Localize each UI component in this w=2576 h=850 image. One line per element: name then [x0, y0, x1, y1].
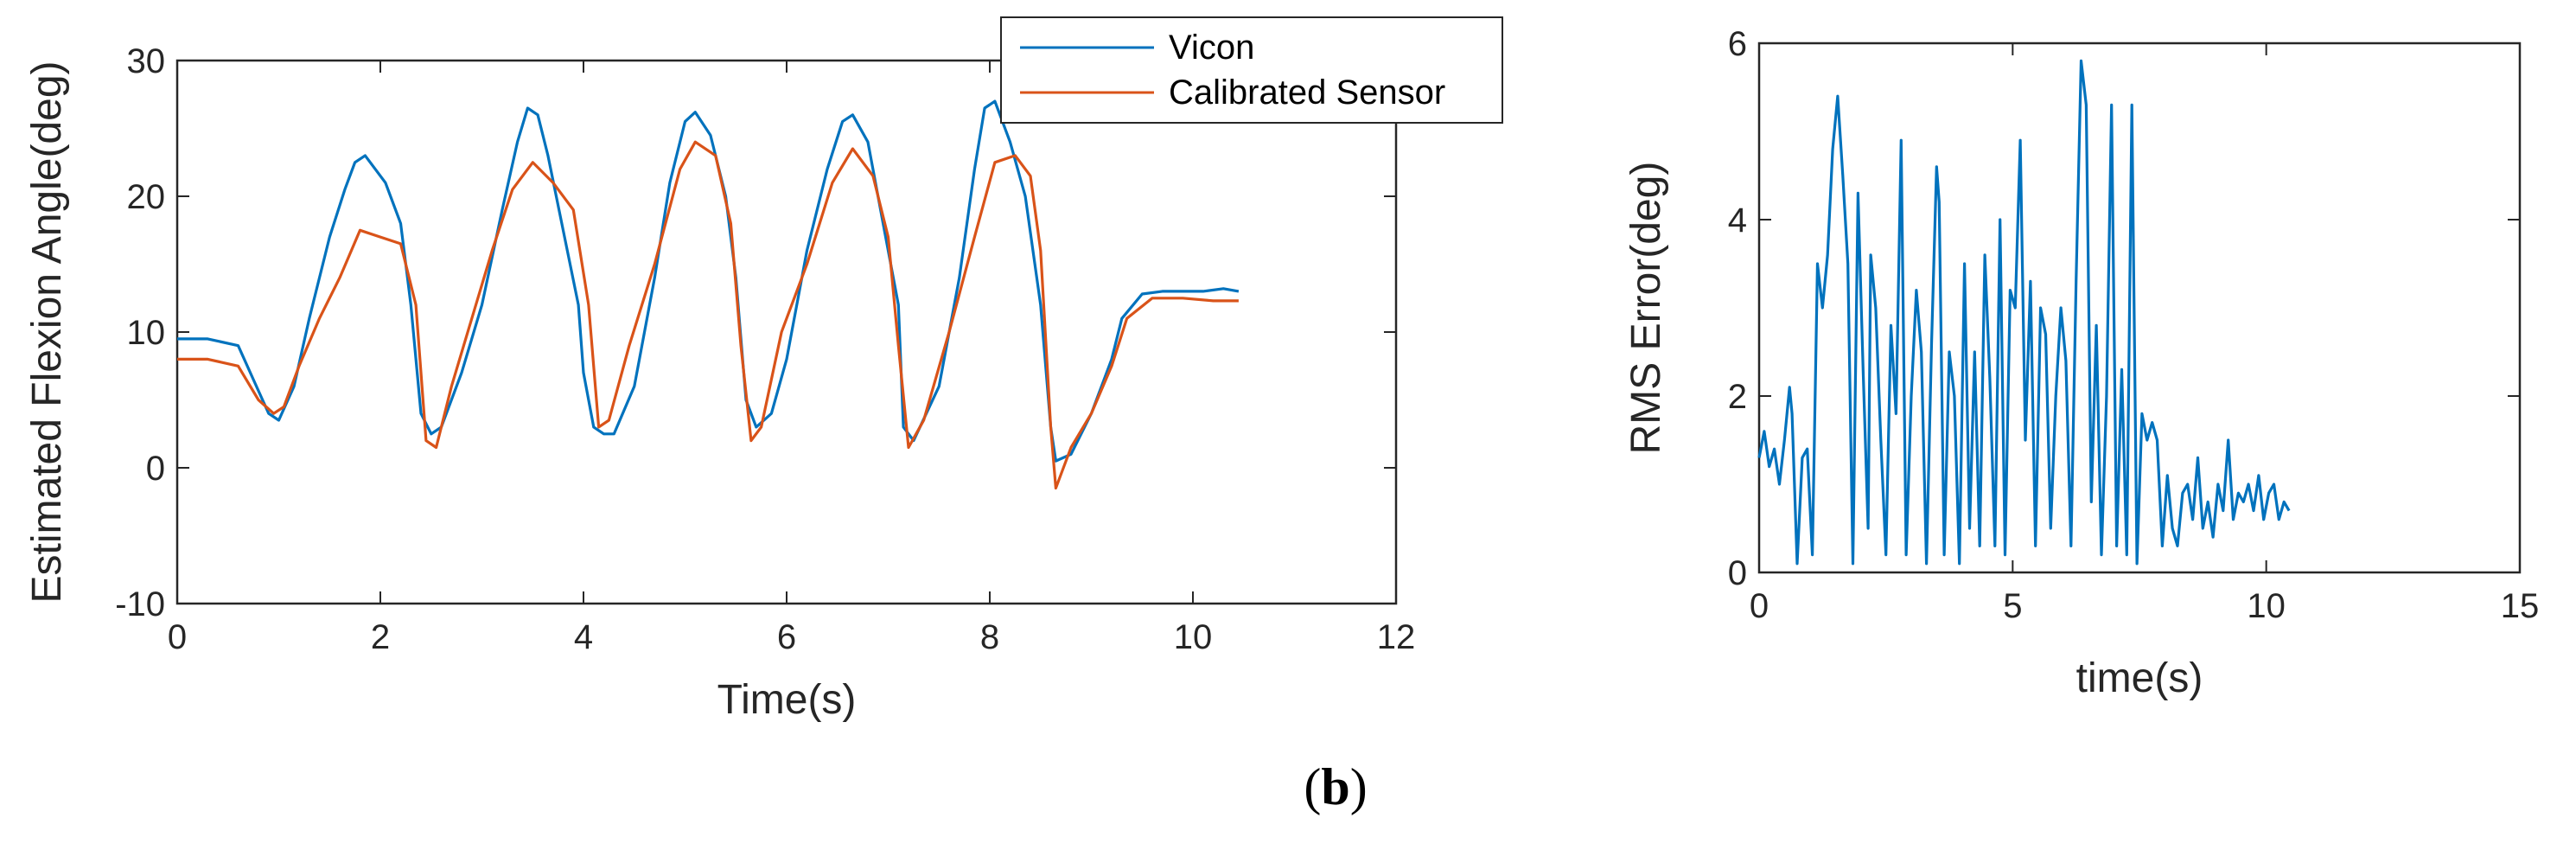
chart0-ytick-label-0: -10: [115, 585, 165, 623]
chart1-ytick-label-1: 2: [1728, 378, 1747, 416]
caption-letter: b: [1321, 758, 1349, 815]
chart0-series-calibrated-sensor: [177, 140, 1239, 490]
right-series-lines: [1757, 59, 2291, 566]
chart0-xtick-label-1: 2: [371, 618, 390, 656]
left-plot-area: [175, 59, 1398, 605]
chart0-xtick-label-0: 0: [168, 618, 187, 656]
chart0-xtick-label-6: 12: [1377, 618, 1416, 656]
chart1-xtick-label-0: 0: [1750, 587, 1769, 625]
right-tick-labels: 0 5 10 15 0 2 4 6: [1728, 25, 2540, 625]
legend: Vicon Calibrated Sensor: [1000, 16, 1503, 124]
legend-box: [1000, 16, 1503, 124]
right-axis-ticks: [1758, 42, 2521, 573]
left-x-axis-label: Time(s): [717, 677, 857, 723]
chart0-xtick-label-4: 8: [980, 618, 999, 656]
chart0-ytick-label-3: 20: [127, 178, 166, 216]
legend-label-vicon: Vicon: [1169, 29, 1254, 67]
chart0-xtick-label-5: 10: [1174, 618, 1213, 656]
chart0-xtick-label-2: 4: [574, 618, 593, 656]
right-y-axis-label: RMS Error(deg): [1623, 162, 1669, 455]
chart0-series-vicon: [177, 99, 1240, 463]
caption-open: (: [1304, 758, 1321, 815]
legend-label-calibrated-sensor: Calibrated Sensor: [1169, 73, 1445, 112]
chart1-xtick-label-1: 5: [2003, 587, 2022, 625]
chart0-ytick-label-1: 0: [146, 450, 165, 488]
chart1-ytick-label-2: 4: [1728, 201, 1747, 240]
chart1-xtick-label-2: 10: [2247, 587, 2286, 625]
caption-close: ): [1350, 758, 1368, 815]
right-chart: 0 5 10 15 0 2 4 6 time(s) RMS Error(deg): [1623, 25, 2539, 701]
left-series-lines: [177, 99, 1240, 490]
chart1-series-rms-error: [1757, 59, 2291, 566]
chart0-ytick-label-2: 10: [127, 314, 166, 352]
chart1-xtick-label-3: 15: [2501, 587, 2540, 625]
figure-caption: (b): [1304, 758, 1367, 815]
left-y-axis-label: Estimated Flexion Angle(deg): [24, 61, 70, 604]
chart1-ytick-label-0: 0: [1728, 554, 1747, 592]
right-x-axis-label: time(s): [2076, 655, 2203, 701]
chart0-xtick-label-3: 6: [777, 618, 796, 656]
chart1-ytick-label-3: 6: [1728, 25, 1747, 63]
chart0-ytick-label-4: 30: [127, 42, 166, 80]
